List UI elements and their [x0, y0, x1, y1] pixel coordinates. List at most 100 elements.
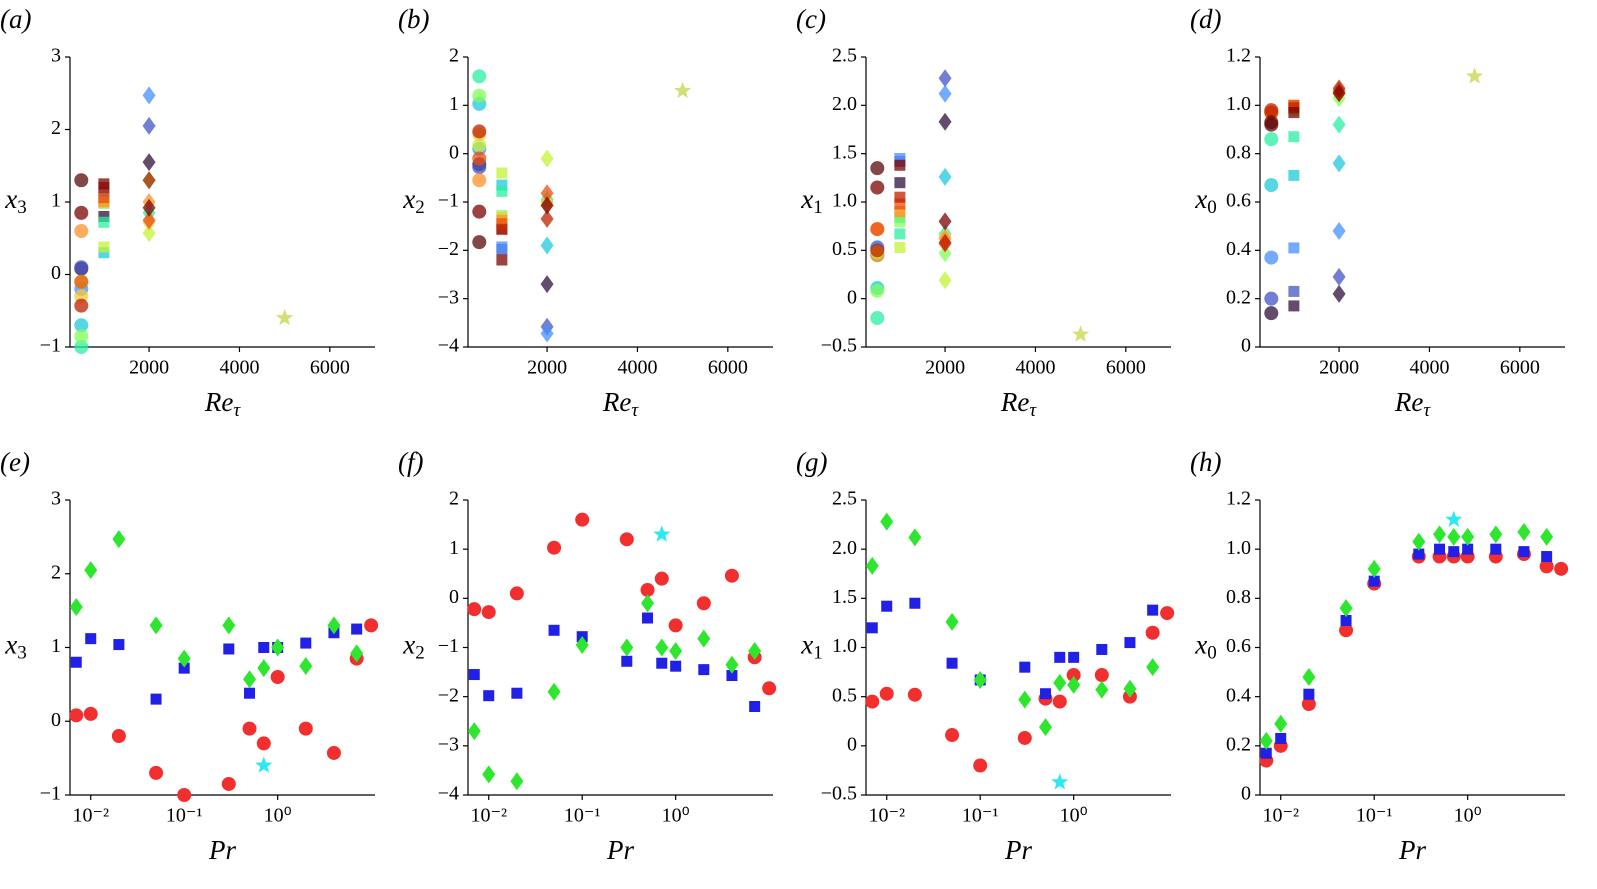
- y-tick-label: 0: [1241, 335, 1251, 357]
- point: [467, 722, 481, 741]
- y-tick-label: 2: [51, 117, 61, 139]
- point: [696, 596, 711, 611]
- point: [938, 244, 952, 263]
- x-tick-label: 10⁻¹: [1356, 805, 1393, 827]
- point: [472, 138, 487, 153]
- point: [1541, 551, 1553, 563]
- x-axis-label-main: Re: [602, 387, 631, 417]
- point: [258, 642, 270, 653]
- point: [221, 776, 236, 791]
- point: [98, 247, 110, 259]
- point: [1466, 67, 1484, 84]
- point: [575, 636, 589, 655]
- y-tick-label: −1: [438, 635, 459, 657]
- point: [865, 694, 880, 709]
- y-tick-label: 0.4: [1226, 238, 1251, 260]
- point: [113, 639, 125, 651]
- point: [1264, 132, 1279, 147]
- point: [1018, 690, 1032, 709]
- point: [1302, 668, 1316, 686]
- point: [945, 612, 959, 631]
- point: [540, 324, 554, 343]
- y-tick-label: −3: [438, 733, 459, 755]
- point: [326, 745, 341, 760]
- point: [300, 637, 312, 649]
- y-tick-label: −2: [438, 238, 459, 260]
- point: [938, 167, 952, 186]
- x-tick-label: 6000: [1500, 357, 1540, 379]
- point: [540, 236, 554, 255]
- point: [1068, 651, 1080, 663]
- x-tick-label: 10⁻²: [470, 805, 507, 827]
- y-tick-label: 2.0: [832, 537, 857, 559]
- point: [1275, 732, 1287, 744]
- point: [669, 641, 683, 660]
- y-axis-label-sub: 2: [415, 197, 425, 218]
- point: [1303, 688, 1315, 700]
- panel-label: (a): [0, 4, 31, 34]
- point: [1540, 527, 1554, 546]
- point: [1332, 84, 1346, 103]
- point: [894, 241, 906, 253]
- point: [472, 124, 487, 139]
- x-tick-label: 6000: [1106, 357, 1146, 379]
- y-tick-label: −4: [438, 783, 459, 805]
- x-axis-label-main: Pr: [208, 835, 236, 865]
- point: [256, 736, 271, 751]
- point: [142, 116, 156, 135]
- point: [496, 241, 508, 253]
- point: [142, 211, 156, 230]
- x-axis-label-main: Pr: [606, 835, 634, 865]
- point: [762, 681, 777, 696]
- point: [1072, 325, 1090, 342]
- point: [472, 151, 487, 166]
- point: [1539, 559, 1554, 574]
- point: [547, 682, 561, 701]
- y-tick-label: 0.5: [832, 238, 857, 260]
- y-axis-label: x3: [4, 630, 26, 664]
- point: [641, 594, 655, 613]
- panel: −0.5 0 0.5 1.0 1.5 2.0 2.5 10⁻² 10⁻¹ 10⁰ (g) Pr x1: [796, 447, 1175, 865]
- point: [244, 687, 256, 699]
- point: [351, 623, 363, 635]
- point: [509, 586, 524, 601]
- point: [74, 329, 89, 344]
- x-axis-label-main: Re: [1394, 387, 1423, 417]
- y-axis-label-main: x: [402, 184, 415, 214]
- point: [299, 656, 313, 675]
- y-tick-label: −0.5: [821, 335, 857, 357]
- x-axis-label: Pr: [606, 835, 634, 865]
- y-axis-label-main: x: [1194, 184, 1207, 214]
- point: [511, 687, 523, 699]
- y-tick-label: 1.2: [1226, 488, 1251, 510]
- x-tick-label: 2000: [129, 357, 169, 379]
- point: [149, 616, 163, 635]
- y-tick-label: 1.0: [1226, 93, 1251, 115]
- y-tick-label: −2: [438, 684, 459, 706]
- point: [938, 69, 952, 88]
- y-axis-label-main: x: [402, 630, 415, 660]
- point: [496, 254, 508, 266]
- point: [74, 260, 89, 275]
- point: [270, 670, 285, 684]
- point: [540, 196, 554, 215]
- point: [697, 629, 711, 648]
- point: [98, 241, 110, 253]
- point: [111, 729, 126, 743]
- point: [1147, 604, 1159, 616]
- point: [83, 706, 98, 721]
- point: [621, 655, 633, 667]
- point: [1040, 688, 1052, 700]
- y-tick-label: 2: [449, 488, 459, 510]
- y-tick-label: 1.0: [832, 190, 857, 212]
- point: [472, 173, 487, 188]
- x-axis-label-sub: τ: [233, 400, 241, 421]
- x-tick-label: 10⁰: [662, 805, 690, 827]
- point: [907, 687, 922, 702]
- point: [74, 205, 89, 220]
- y-axis-label: x2: [402, 630, 424, 664]
- point: [653, 525, 671, 542]
- point: [1413, 548, 1425, 560]
- point: [619, 532, 634, 547]
